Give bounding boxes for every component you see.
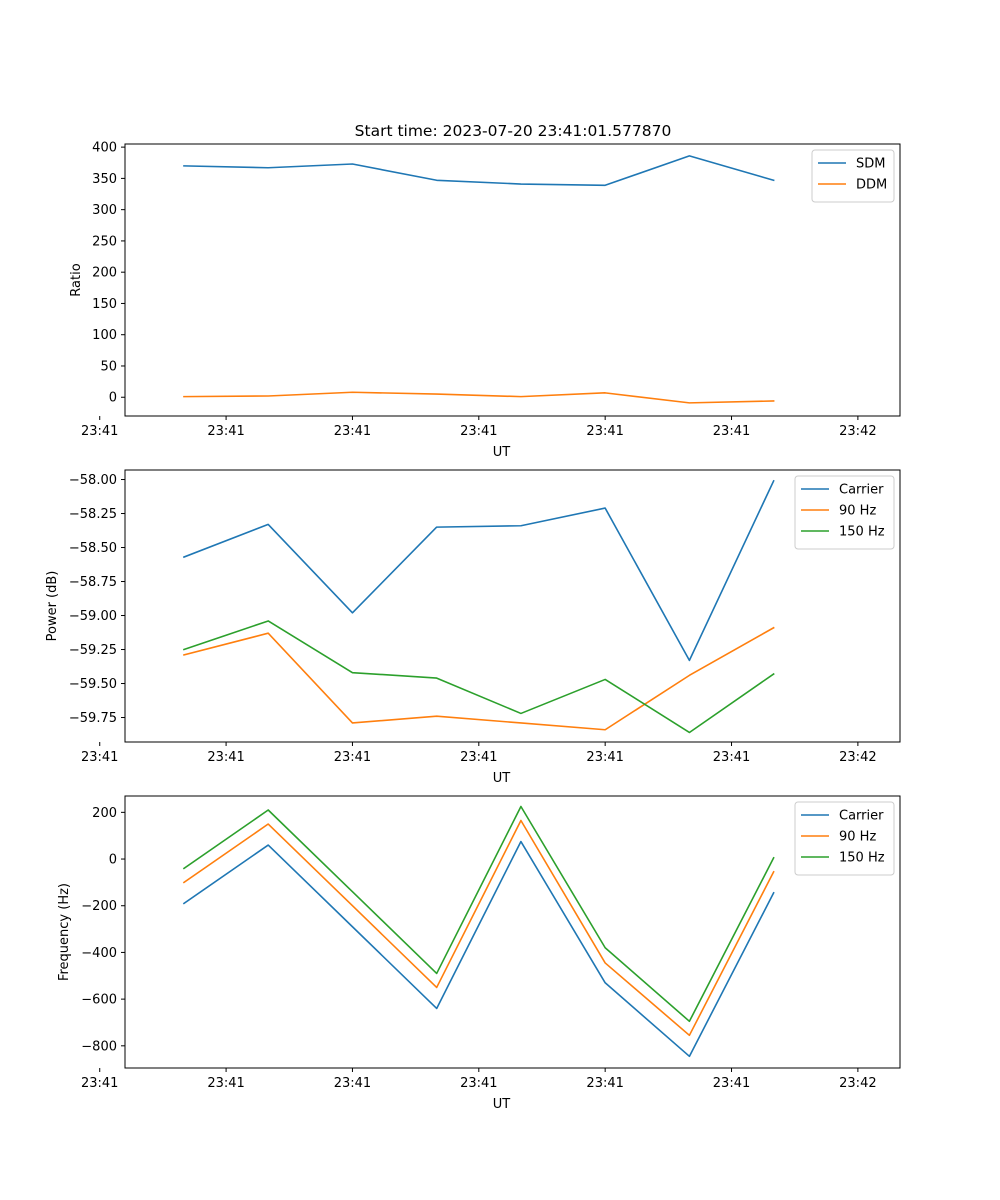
y-tick-label: 50 [100, 359, 117, 374]
subplot-3: 23:41 23:41 23:41 23:41 23:41 23:41 23:42 −800 −… [57, 795, 901, 1112]
legend: SDM DDM [811, 149, 895, 203]
x-tick-label: 23:41 [713, 750, 750, 765]
y-tick-label: −400 [81, 946, 117, 961]
y-axis-label: Power (dB) [45, 571, 60, 642]
series-line-ddm [183, 391, 775, 404]
subplots: 23:41 23:41 23:41 23:41 23:41 23:41 23:42 0 50 10… [45, 141, 901, 1112]
series-line-90-hz [182, 819, 775, 1037]
y-tick-label: 0 [109, 853, 117, 868]
legend-label: 90 Hz [839, 830, 876, 845]
y-axis-label: Ratio [69, 263, 84, 296]
x-tick-label: 23:42 [839, 750, 876, 765]
x-tick-label: 23:41 [460, 750, 497, 765]
legend: Carrier 90 Hz 150 Hz [794, 801, 895, 876]
legend-label: 90 Hz [839, 504, 876, 519]
series-line-carrier [182, 479, 775, 662]
y-tick-label: −59.25 [69, 643, 117, 658]
y-tick-label: −58.75 [69, 575, 117, 590]
x-tick-label: 23:41 [81, 424, 118, 439]
y-tick-label: −59.75 [69, 711, 117, 726]
x-axis-label: UT [493, 1097, 511, 1112]
y-tick-label: 0 [109, 391, 117, 406]
y-tick-label: −59.50 [69, 677, 117, 692]
x-tick-label: 23:41 [334, 750, 371, 765]
series-line-150-hz [182, 620, 775, 734]
x-tick-label: 23:42 [839, 424, 876, 439]
x-axis-label: UT [493, 771, 511, 786]
y-tick-label: 100 [92, 328, 117, 343]
axes-frame [124, 143, 901, 417]
series-line-carrier [182, 840, 775, 1058]
subplot-2: 23:41 23:41 23:41 23:41 23:41 23:41 23:42 −59.7… [45, 469, 901, 786]
y-tick-label: −58.25 [69, 507, 117, 522]
y-tick-label: 400 [92, 141, 117, 156]
subplot-1: 23:41 23:41 23:41 23:41 23:41 23:41 23:42 0 50 10… [69, 141, 901, 460]
x-tick-label: 23:41 [586, 750, 623, 765]
x-tick-label: 23:41 [460, 424, 497, 439]
x-tick-label: 23:41 [586, 1076, 623, 1091]
y-tick-label: −800 [81, 1039, 117, 1054]
y-tick-label: 300 [92, 203, 117, 218]
series-line-sdm [183, 155, 775, 187]
legend-label: Carrier [839, 483, 884, 498]
y-tick-label: −200 [81, 899, 117, 914]
x-tick-label: 23:41 [207, 750, 244, 765]
x-tick-label: 23:41 [207, 424, 244, 439]
x-tick-label: 23:41 [81, 750, 118, 765]
y-tick-label: 200 [92, 266, 117, 281]
axes-frame [124, 469, 901, 743]
y-tick-label: 250 [92, 234, 117, 249]
legend-label: DDM [856, 178, 887, 193]
x-tick-label: 23:42 [839, 1076, 876, 1091]
y-tick-label: −59.00 [69, 609, 117, 624]
legend-label: 150 Hz [839, 851, 885, 866]
series-line-150-hz [182, 805, 775, 1023]
x-tick-label: 23:41 [713, 424, 750, 439]
x-tick-label: 23:41 [460, 1076, 497, 1091]
x-tick-label: 23:41 [334, 1076, 371, 1091]
legend-label: SDM [856, 157, 885, 172]
legend-label: Carrier [839, 809, 884, 824]
y-tick-label: 200 [92, 806, 117, 821]
legend: Carrier 90 Hz 150 Hz [794, 475, 895, 550]
x-tick-label: 23:41 [586, 424, 623, 439]
y-tick-label: −600 [81, 993, 117, 1008]
y-tick-label: 350 [92, 172, 117, 187]
figure-title: Start time: 2023-07-20 23:41:01.577870 [355, 122, 672, 140]
y-tick-label: 150 [92, 297, 117, 312]
y-tick-label: −58.00 [69, 473, 117, 488]
series-line-90-hz [182, 626, 775, 731]
x-axis-label: UT [493, 445, 511, 460]
axes-frame [124, 795, 901, 1069]
legend-label: 150 Hz [839, 525, 885, 540]
x-tick-label: 23:41 [334, 424, 371, 439]
x-tick-label: 23:41 [81, 1076, 118, 1091]
x-tick-label: 23:41 [207, 1076, 244, 1091]
y-axis-label: Frequency (Hz) [57, 883, 72, 981]
y-tick-label: −58.50 [69, 541, 117, 556]
x-tick-label: 23:41 [713, 1076, 750, 1091]
